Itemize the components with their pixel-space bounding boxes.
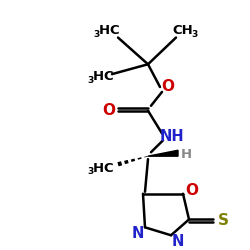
Text: O: O xyxy=(186,183,198,198)
Text: NH: NH xyxy=(160,129,184,144)
Text: S: S xyxy=(218,213,228,228)
Text: C: C xyxy=(109,24,119,37)
Text: H: H xyxy=(92,162,104,174)
Text: 3: 3 xyxy=(87,168,93,176)
Text: N: N xyxy=(172,234,184,249)
Text: C: C xyxy=(103,162,113,174)
Text: O: O xyxy=(162,80,174,94)
Text: 3: 3 xyxy=(93,30,99,39)
Text: N: N xyxy=(132,226,144,241)
Text: 3: 3 xyxy=(87,76,93,84)
Polygon shape xyxy=(148,150,178,156)
Text: O: O xyxy=(102,103,116,118)
Text: H: H xyxy=(98,24,110,37)
Text: H: H xyxy=(180,148,192,161)
Text: C: C xyxy=(103,70,113,82)
Text: H: H xyxy=(92,70,104,82)
Text: CH: CH xyxy=(172,24,194,37)
Text: 3: 3 xyxy=(191,30,197,39)
